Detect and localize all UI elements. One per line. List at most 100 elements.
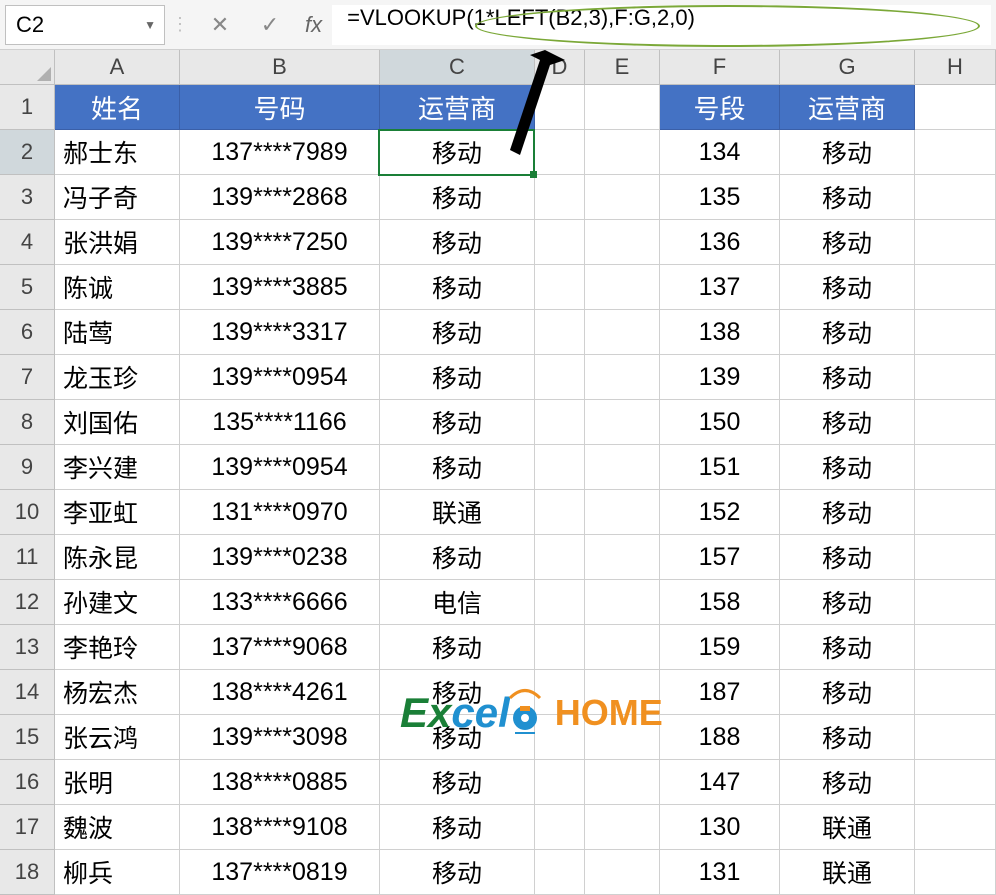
empty-cell[interactable] <box>585 265 660 310</box>
formula-input[interactable]: =VLOOKUP(1*LEFT(B2,3),F:G,2,0) <box>332 5 991 45</box>
cell-name[interactable]: 刘国佑 <box>55 400 180 445</box>
fx-icon[interactable]: fx <box>305 12 322 38</box>
cell-carrier[interactable]: 移动 <box>380 355 535 400</box>
empty-cell[interactable] <box>915 130 996 175</box>
col-header-C[interactable]: C <box>380 50 535 85</box>
empty-cell[interactable] <box>915 310 996 355</box>
name-box[interactable]: C2 ▼ <box>5 5 165 45</box>
cell-phone[interactable]: 131****0970 <box>180 490 380 535</box>
cell-carrier2[interactable]: 移动 <box>780 310 915 355</box>
row-header[interactable]: 6 <box>0 310 55 355</box>
empty-cell[interactable] <box>535 850 585 895</box>
empty-cell[interactable] <box>915 400 996 445</box>
cell-phone[interactable]: 139****0954 <box>180 355 380 400</box>
col-header-A[interactable]: A <box>55 50 180 85</box>
cell-name[interactable]: 龙玉珍 <box>55 355 180 400</box>
empty-cell[interactable] <box>535 715 585 760</box>
cell-carrier2[interactable]: 移动 <box>780 715 915 760</box>
empty-cell[interactable] <box>915 715 996 760</box>
row-header[interactable]: 18 <box>0 850 55 895</box>
empty-cell[interactable] <box>915 355 996 400</box>
row-header[interactable]: 2 <box>0 130 55 175</box>
cell-carrier[interactable]: 移动 <box>380 715 535 760</box>
cell-carrier[interactable]: 移动 <box>380 445 535 490</box>
cell-prefix[interactable]: 158 <box>660 580 780 625</box>
empty-cell[interactable] <box>585 355 660 400</box>
cell-name[interactable]: 张明 <box>55 760 180 805</box>
row-header[interactable]: 3 <box>0 175 55 220</box>
empty-cell[interactable] <box>585 805 660 850</box>
cell-carrier[interactable]: 移动 <box>380 670 535 715</box>
cell-name[interactable]: 杨宏杰 <box>55 670 180 715</box>
col-header-H[interactable]: H <box>915 50 996 85</box>
cell-phone[interactable]: 137****7989 <box>180 130 380 175</box>
col-header-B[interactable]: B <box>180 50 380 85</box>
cell-carrier2[interactable]: 联通 <box>780 850 915 895</box>
cell-prefix[interactable]: 151 <box>660 445 780 490</box>
empty-cell[interactable] <box>535 310 585 355</box>
cell-carrier[interactable]: 联通 <box>380 490 535 535</box>
empty-cell[interactable] <box>915 85 996 130</box>
cell-carrier[interactable]: 移动 <box>380 805 535 850</box>
cell-carrier[interactable]: 电信 <box>380 580 535 625</box>
empty-cell[interactable] <box>535 580 585 625</box>
cell-name[interactable]: 郝士东 <box>55 130 180 175</box>
cell-carrier2[interactable]: 移动 <box>780 490 915 535</box>
empty-cell[interactable] <box>535 265 585 310</box>
cell-prefix[interactable]: 188 <box>660 715 780 760</box>
cell-prefix[interactable]: 150 <box>660 400 780 445</box>
cell-name[interactable]: 李亚虹 <box>55 490 180 535</box>
empty-cell[interactable] <box>915 805 996 850</box>
empty-cell[interactable] <box>585 625 660 670</box>
row-header[interactable]: 12 <box>0 580 55 625</box>
empty-cell[interactable] <box>915 625 996 670</box>
empty-cell[interactable] <box>585 715 660 760</box>
empty-cell[interactable] <box>915 220 996 265</box>
cell-phone[interactable]: 139****0954 <box>180 445 380 490</box>
empty-cell[interactable] <box>585 175 660 220</box>
cell-carrier[interactable]: 移动 <box>380 625 535 670</box>
cell-carrier[interactable]: 移动 <box>380 850 535 895</box>
row-header[interactable]: 15 <box>0 715 55 760</box>
cell-name[interactable]: 柳兵 <box>55 850 180 895</box>
cell-prefix[interactable]: 137 <box>660 265 780 310</box>
empty-cell[interactable] <box>535 85 585 130</box>
cell-prefix[interactable]: 159 <box>660 625 780 670</box>
name-box-dropdown-icon[interactable]: ▼ <box>144 18 156 32</box>
empty-cell[interactable] <box>535 490 585 535</box>
cell-carrier[interactable]: 移动 <box>380 175 535 220</box>
empty-cell[interactable] <box>585 670 660 715</box>
header-cell-prefix[interactable]: 号段 <box>660 85 780 130</box>
cell-phone[interactable]: 139****2868 <box>180 175 380 220</box>
cell-carrier[interactable]: 移动 <box>380 535 535 580</box>
empty-cell[interactable] <box>585 310 660 355</box>
empty-cell[interactable] <box>535 445 585 490</box>
empty-cell[interactable] <box>535 220 585 265</box>
empty-cell[interactable] <box>535 400 585 445</box>
header-cell-phone[interactable]: 号码 <box>180 85 380 130</box>
cell-phone[interactable]: 139****7250 <box>180 220 380 265</box>
cell-phone[interactable]: 138****0885 <box>180 760 380 805</box>
empty-cell[interactable] <box>915 580 996 625</box>
cell-phone[interactable]: 139****3098 <box>180 715 380 760</box>
row-header[interactable]: 4 <box>0 220 55 265</box>
header-cell-carrier2[interactable]: 运营商 <box>780 85 915 130</box>
col-header-G[interactable]: G <box>780 50 915 85</box>
empty-cell[interactable] <box>585 400 660 445</box>
cell-prefix[interactable]: 130 <box>660 805 780 850</box>
cell-name[interactable]: 孙建文 <box>55 580 180 625</box>
cell-carrier2[interactable]: 移动 <box>780 625 915 670</box>
cell-name[interactable]: 陆莺 <box>55 310 180 355</box>
empty-cell[interactable] <box>915 535 996 580</box>
cell-phone[interactable]: 139****3885 <box>180 265 380 310</box>
empty-cell[interactable] <box>535 535 585 580</box>
cell-carrier2[interactable]: 移动 <box>780 355 915 400</box>
confirm-icon[interactable]: ✓ <box>250 5 290 45</box>
empty-cell[interactable] <box>585 535 660 580</box>
row-header[interactable]: 14 <box>0 670 55 715</box>
col-header-E[interactable]: E <box>585 50 660 85</box>
cell-carrier[interactable]: 移动 <box>380 400 535 445</box>
empty-cell[interactable] <box>915 265 996 310</box>
cell-carrier2[interactable]: 移动 <box>780 130 915 175</box>
cell-carrier2[interactable]: 移动 <box>780 175 915 220</box>
